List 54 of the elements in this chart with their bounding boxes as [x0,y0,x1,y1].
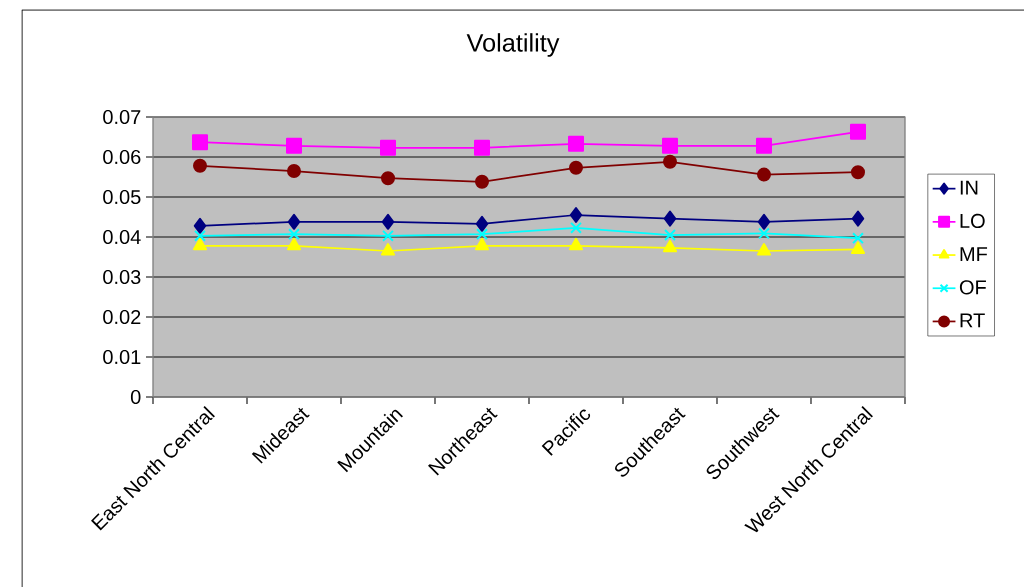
point [474,139,490,156]
point [475,174,489,189]
point [286,237,302,251]
legend-label: RT [960,313,985,328]
legend-label: LO [960,213,985,229]
point [193,158,207,173]
point [568,237,584,251]
point [569,207,583,224]
point [851,210,865,227]
point [755,137,772,154]
point [850,165,865,180]
legend-label: OF [959,280,986,295]
legend-label: MF [960,247,988,261]
point [568,135,584,152]
point [662,239,678,253]
y-tick-label: 0.01 [103,349,141,365]
point [474,237,490,251]
point [664,229,676,241]
point [381,213,395,230]
point [475,215,489,232]
point [476,228,488,241]
point [288,228,300,241]
point [286,137,302,154]
point [569,160,583,175]
point [758,227,770,240]
point [850,241,866,254]
point [380,139,396,156]
point [852,232,864,245]
y-tick-label: 0.02 [103,309,141,325]
y-tick-label: 0.07 [103,109,141,125]
point [662,137,678,154]
chart-title: Volatility [466,33,560,57]
point [663,154,677,169]
y-tick-label: 0.04 [103,229,141,245]
point [194,229,206,242]
point [663,210,677,227]
point [757,167,771,182]
point [849,123,866,140]
point [381,171,395,186]
point [756,243,772,256]
y-tick-label: 0.03 [103,269,141,285]
point [287,164,301,179]
y-tick-label: 0.05 [103,189,141,205]
y-tick-label: 0.06 [103,149,141,165]
point [192,134,209,151]
legend-label: IN [960,180,978,195]
point [382,229,394,242]
y-tick-label: 0 [130,389,141,405]
point [287,213,301,230]
point [193,217,207,234]
point [192,237,208,251]
point [570,221,582,234]
point [757,213,771,230]
point [380,243,396,256]
